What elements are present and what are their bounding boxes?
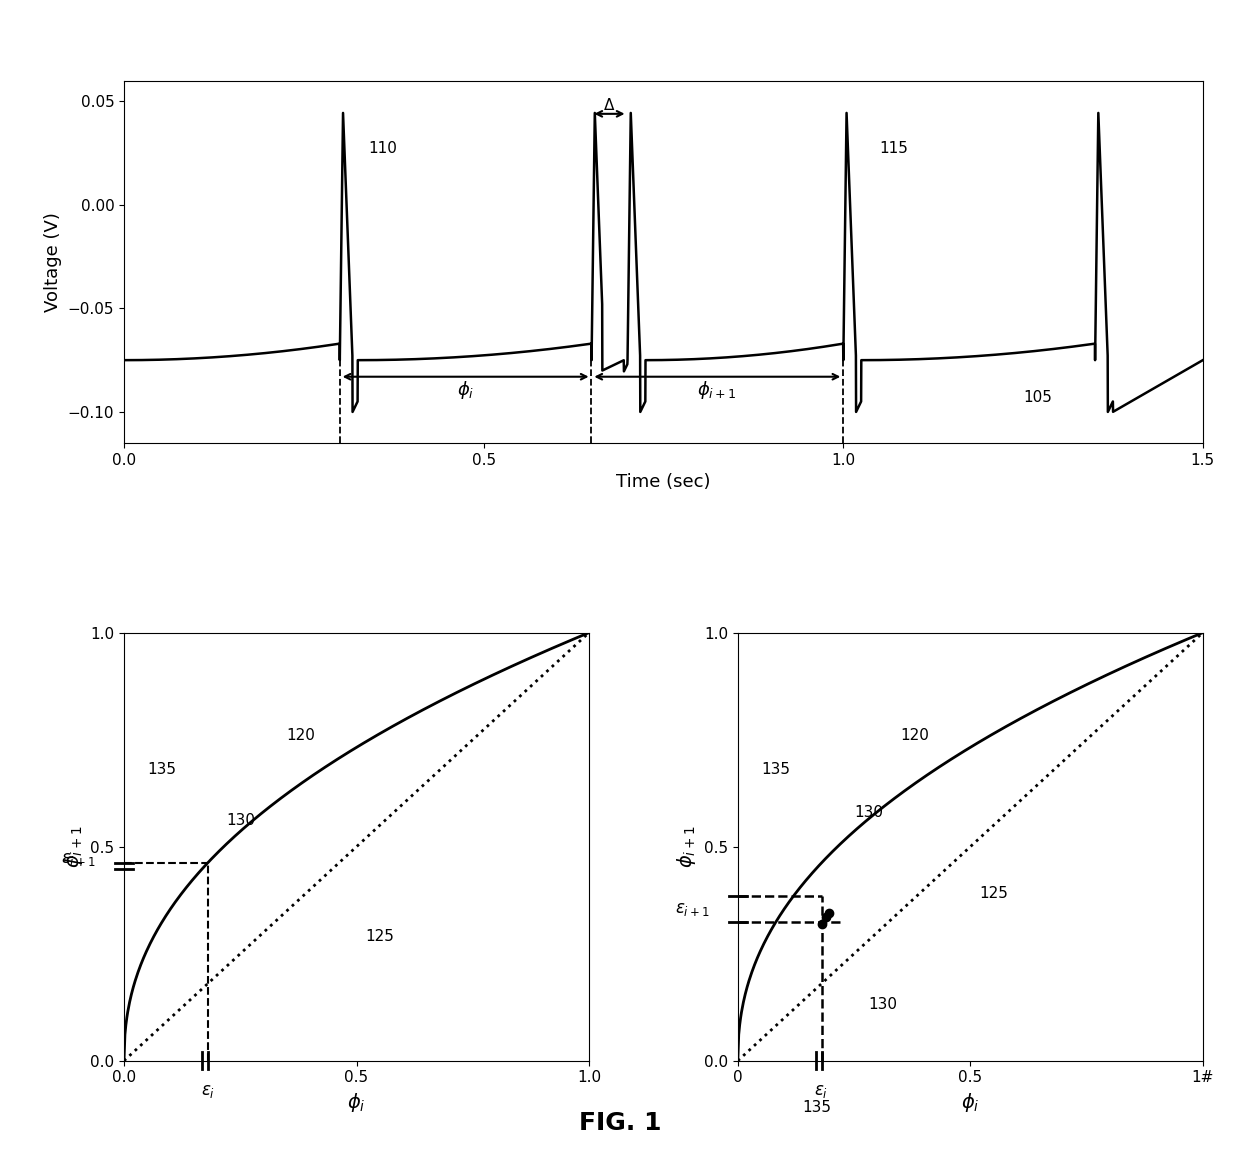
Text: $\epsilon_{i+1}$: $\epsilon_{i+1}$ — [675, 899, 709, 918]
Text: 120: 120 — [900, 728, 930, 743]
Y-axis label: $\phi_{i+1}$: $\phi_{i+1}$ — [62, 826, 84, 868]
X-axis label: $\phi_i$: $\phi_i$ — [347, 1091, 366, 1114]
Text: 130: 130 — [854, 805, 883, 820]
Text: 130: 130 — [226, 813, 255, 828]
Text: $\epsilon_{i+1}$: $\epsilon_{i+1}$ — [61, 850, 97, 868]
X-axis label: $\phi_i$: $\phi_i$ — [961, 1091, 980, 1114]
Text: FIG. 1: FIG. 1 — [579, 1111, 661, 1135]
Text: 130: 130 — [868, 997, 897, 1012]
Text: 135: 135 — [148, 762, 176, 777]
Text: 125: 125 — [366, 929, 394, 944]
Text: $\phi_{i+1}$: $\phi_{i+1}$ — [697, 379, 738, 401]
Text: 135: 135 — [802, 1100, 831, 1115]
Text: 120: 120 — [286, 728, 316, 743]
X-axis label: Time (sec): Time (sec) — [616, 473, 711, 491]
Text: 105: 105 — [1023, 390, 1052, 405]
Text: $\phi_i$: $\phi_i$ — [458, 379, 474, 401]
Y-axis label: Voltage (V): Voltage (V) — [45, 212, 62, 311]
Text: 115: 115 — [879, 141, 908, 156]
Text: 125: 125 — [980, 886, 1008, 902]
Text: 110: 110 — [368, 141, 397, 156]
Text: $\epsilon_i$: $\epsilon_i$ — [201, 1082, 215, 1100]
Text: $\epsilon_i$: $\epsilon_i$ — [815, 1082, 828, 1100]
Y-axis label: $\phi_{i+1}$: $\phi_{i+1}$ — [676, 826, 698, 868]
Text: $\Delta$: $\Delta$ — [604, 97, 615, 113]
Text: 135: 135 — [761, 762, 790, 777]
